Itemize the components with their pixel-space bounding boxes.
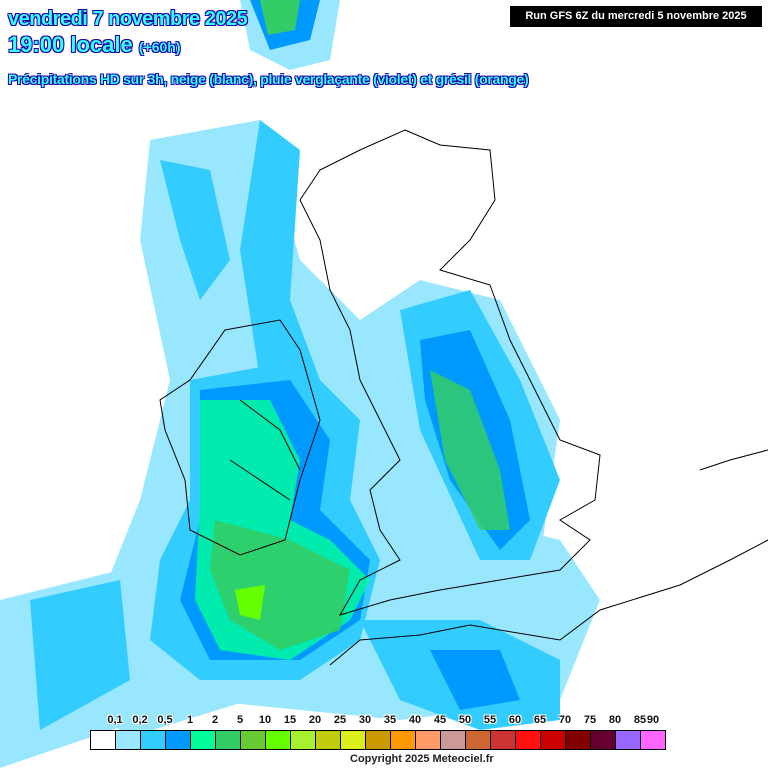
legend-label: 55 [483, 714, 497, 726]
legend-swatch [241, 731, 266, 749]
coastlines [159, 129, 768, 666]
legend-label: 85 [633, 714, 647, 726]
legend-swatch [391, 731, 416, 749]
legend-swatch [341, 731, 366, 749]
legend-swatch [141, 731, 166, 749]
legend-swatch [91, 731, 116, 749]
legend-swatch [116, 731, 141, 749]
legend-swatch [266, 731, 291, 749]
legend-label: 30 [358, 714, 372, 726]
legend-label: 60 [508, 714, 522, 726]
legend-label: 5 [236, 714, 244, 726]
legend-swatch [416, 731, 441, 749]
legend-label: 70 [558, 714, 572, 726]
legend-swatch [566, 731, 591, 749]
legend-swatch [491, 731, 516, 749]
legend-swatch [166, 731, 191, 749]
forecast-date: vendredi 7 novembre 2025 [8, 8, 248, 30]
legend-swatch [541, 731, 566, 749]
legend-label: 90 [646, 714, 660, 726]
map-description: Précipitations HD sur 3h, neige (blanc),… [8, 71, 529, 87]
legend-label: 20 [308, 714, 322, 726]
legend-label: 45 [433, 714, 447, 726]
model-run-label: Run GFS 6Z du mercredi 5 novembre 2025 [510, 6, 762, 27]
precipitation-field [0, 0, 600, 768]
forecast-time: 19:00 locale (+60h) [8, 32, 181, 58]
legend-label: 0,2 [132, 714, 148, 726]
local-time: 19:00 locale [8, 32, 133, 57]
legend-swatch [641, 731, 665, 749]
legend-label: 35 [383, 714, 397, 726]
legend-swatch [441, 731, 466, 749]
legend-label: 40 [408, 714, 422, 726]
legend-swatch [191, 731, 216, 749]
lead-time: (+60h) [138, 39, 181, 55]
legend-swatch [216, 731, 241, 749]
legend-swatch [616, 731, 641, 749]
legend-label: 15 [283, 714, 297, 726]
legend-label: 1 [186, 714, 194, 726]
legend-label: 80 [608, 714, 622, 726]
legend-label: 2 [211, 714, 219, 726]
legend-label: 25 [333, 714, 347, 726]
precipitation-legend [90, 730, 666, 750]
legend-swatch [316, 731, 341, 749]
legend-label: 0,1 [107, 714, 123, 726]
legend-swatch [466, 731, 491, 749]
legend-label: 50 [458, 714, 472, 726]
legend-swatch [291, 731, 316, 749]
legend-label: 65 [533, 714, 547, 726]
legend-swatch [516, 731, 541, 749]
legend-swatch [366, 731, 391, 749]
copyright: Copyright 2025 Meteociel.fr [350, 753, 494, 765]
legend-label: 0,5 [157, 714, 173, 726]
legend-swatch [591, 731, 616, 749]
legend-label: 10 [258, 714, 272, 726]
legend-label: 75 [583, 714, 597, 726]
